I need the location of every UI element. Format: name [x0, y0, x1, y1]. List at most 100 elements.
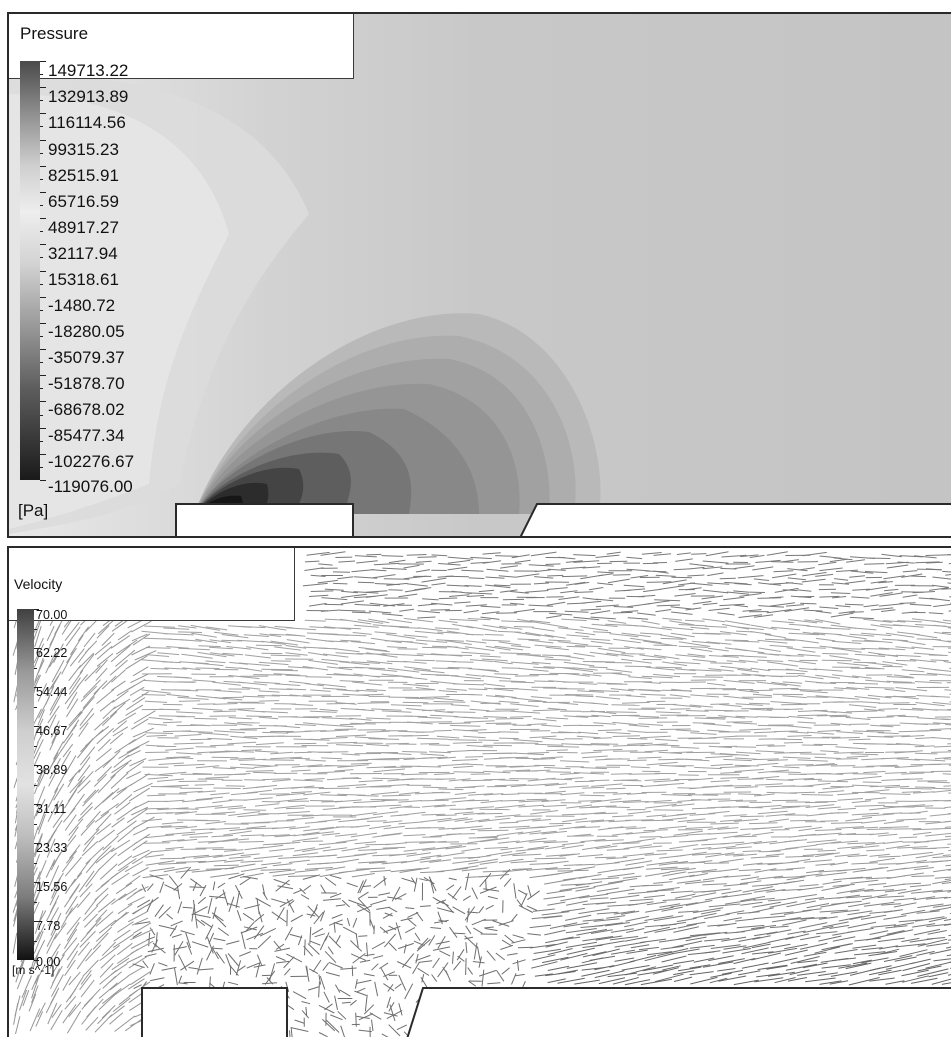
- velocity-vector-arrow: [383, 875, 386, 886]
- velocity-vector-arrow: [929, 813, 951, 817]
- velocity-vector-arrow: [690, 626, 710, 630]
- velocity-vector-arrow: [934, 757, 951, 760]
- velocity-vector-arrow: [262, 778, 290, 781]
- velocity-vector-arrow: [594, 970, 625, 979]
- velocity-vector-arrow: [128, 978, 145, 990]
- pressure-colorbar-tick: [40, 401, 46, 403]
- velocity-vector-arrow: [420, 799, 449, 802]
- velocity-vector-arrow: [82, 905, 99, 922]
- velocity-vector-arrow: [546, 587, 568, 590]
- velocity-vector-arrow: [79, 930, 96, 948]
- velocity-vector-arrow: [372, 777, 400, 780]
- velocity-vector-arrow: [806, 869, 825, 874]
- velocity-vector-arrow: [366, 553, 382, 556]
- velocity-vector-arrow: [433, 701, 466, 703]
- velocity-vector-arrow: [606, 551, 621, 555]
- velocity-vector-arrow: [797, 653, 821, 657]
- velocity-vector-arrow: [240, 834, 265, 837]
- velocity-vector-arrow: [934, 876, 951, 879]
- velocity-vector-arrow: [626, 792, 648, 795]
- velocity-vector-arrow: [653, 915, 684, 922]
- velocity-vector-arrow: [69, 648, 85, 667]
- velocity-vector-arrow: [294, 869, 319, 873]
- velocity-vector-arrow: [882, 812, 903, 815]
- velocity-vector-arrow: [486, 710, 515, 712]
- velocity-vector-arrow: [516, 899, 523, 908]
- velocity-vector-arrow: [928, 972, 949, 978]
- velocity-vector-arrow: [358, 898, 371, 912]
- velocity-vector-arrow: [47, 800, 60, 823]
- velocity-vector-arrow: [445, 970, 452, 982]
- velocity-vector-arrow: [621, 910, 640, 915]
- velocity-vector-arrow: [169, 925, 178, 937]
- velocity-vector-arrow: [146, 734, 167, 737]
- velocity-vector-arrow: [320, 910, 326, 922]
- velocity-vector-arrow: [131, 851, 152, 865]
- velocity-vector-arrow: [165, 747, 194, 751]
- pressure-colorbar-tick: [40, 152, 43, 154]
- velocity-vector-arrow: [878, 855, 901, 858]
- velocity-vector-arrow: [340, 967, 357, 970]
- velocity-vector-arrow: [66, 922, 80, 942]
- velocity-vector-arrow: [446, 833, 475, 835]
- velocity-vector-arrow: [350, 940, 363, 952]
- velocity-vector-arrow: [241, 686, 261, 690]
- velocity-vector-arrow: [909, 658, 937, 663]
- velocity-vector-arrow: [15, 1016, 21, 1035]
- velocity-vector-arrow: [239, 625, 266, 629]
- velocity-vector-arrow: [342, 693, 370, 697]
- velocity-vector-arrow: [753, 731, 777, 734]
- velocity-vector-arrow: [675, 558, 693, 562]
- velocity-vector-arrow: [403, 944, 407, 954]
- velocity-vector-arrow: [65, 850, 77, 864]
- velocity-vector-arrow: [527, 845, 549, 850]
- velocity-vector-arrow: [207, 897, 213, 914]
- velocity-vector-arrow: [886, 875, 906, 879]
- velocity-vector-arrow: [452, 825, 483, 830]
- velocity-vector-arrow: [358, 1029, 372, 1033]
- velocity-vector-arrow: [403, 564, 420, 569]
- velocity-vector-arrow: [48, 653, 59, 668]
- velocity-vector-arrow: [674, 593, 696, 597]
- velocity-vector-arrow: [285, 645, 307, 649]
- velocity-vector-arrow: [546, 623, 569, 629]
- velocity-vector-arrow: [437, 817, 468, 823]
- velocity-vector-arrow: [814, 946, 841, 954]
- velocity-vector-arrow: [863, 604, 879, 608]
- velocity-vector-arrow: [297, 935, 303, 946]
- velocity-vector-arrow: [515, 973, 525, 977]
- velocity-vector-arrow: [612, 735, 640, 737]
- velocity-vector-arrow: [179, 790, 203, 794]
- velocity-vector-arrow: [259, 844, 284, 849]
- velocity-vector-arrow: [694, 766, 722, 770]
- velocity-vector-arrow: [221, 634, 249, 639]
- velocity-vector-arrow: [49, 732, 59, 751]
- velocity-vector-arrow: [230, 735, 258, 740]
- velocity-vector-arrow: [623, 588, 646, 592]
- velocity-vector-arrow: [176, 860, 207, 863]
- velocity-vector-arrow: [173, 676, 192, 679]
- velocity-vector-arrow: [646, 901, 667, 906]
- velocity-vector-arrow: [517, 638, 540, 641]
- velocity-vector-arrow: [386, 633, 416, 639]
- velocity-vector-arrow: [836, 633, 867, 640]
- velocity-vector-arrow: [598, 977, 626, 985]
- velocity-vector-arrow: [721, 889, 742, 895]
- velocity-vector-arrow: [782, 589, 798, 592]
- velocity-vector-arrow: [590, 929, 613, 934]
- velocity-vector-arrow: [882, 661, 908, 666]
- velocity-vector-arrow: [383, 825, 405, 830]
- velocity-vector-arrow: [192, 679, 216, 683]
- velocity-vector-arrow: [305, 1006, 308, 1017]
- velocity-vector-arrow: [573, 833, 592, 837]
- velocity-vector-arrow: [757, 964, 788, 971]
- velocity-vector-arrow: [278, 811, 310, 815]
- velocity-vector-arrow: [559, 885, 590, 891]
- velocity-vector-arrow: [422, 646, 448, 649]
- velocity-vector-arrow: [851, 845, 880, 850]
- velocity-vector-arrow: [166, 693, 189, 698]
- velocity-vector-arrow: [420, 854, 442, 859]
- velocity-vector-arrow: [677, 818, 706, 823]
- velocity-vector-arrow: [662, 817, 688, 821]
- velocity-vector-arrow: [461, 847, 481, 852]
